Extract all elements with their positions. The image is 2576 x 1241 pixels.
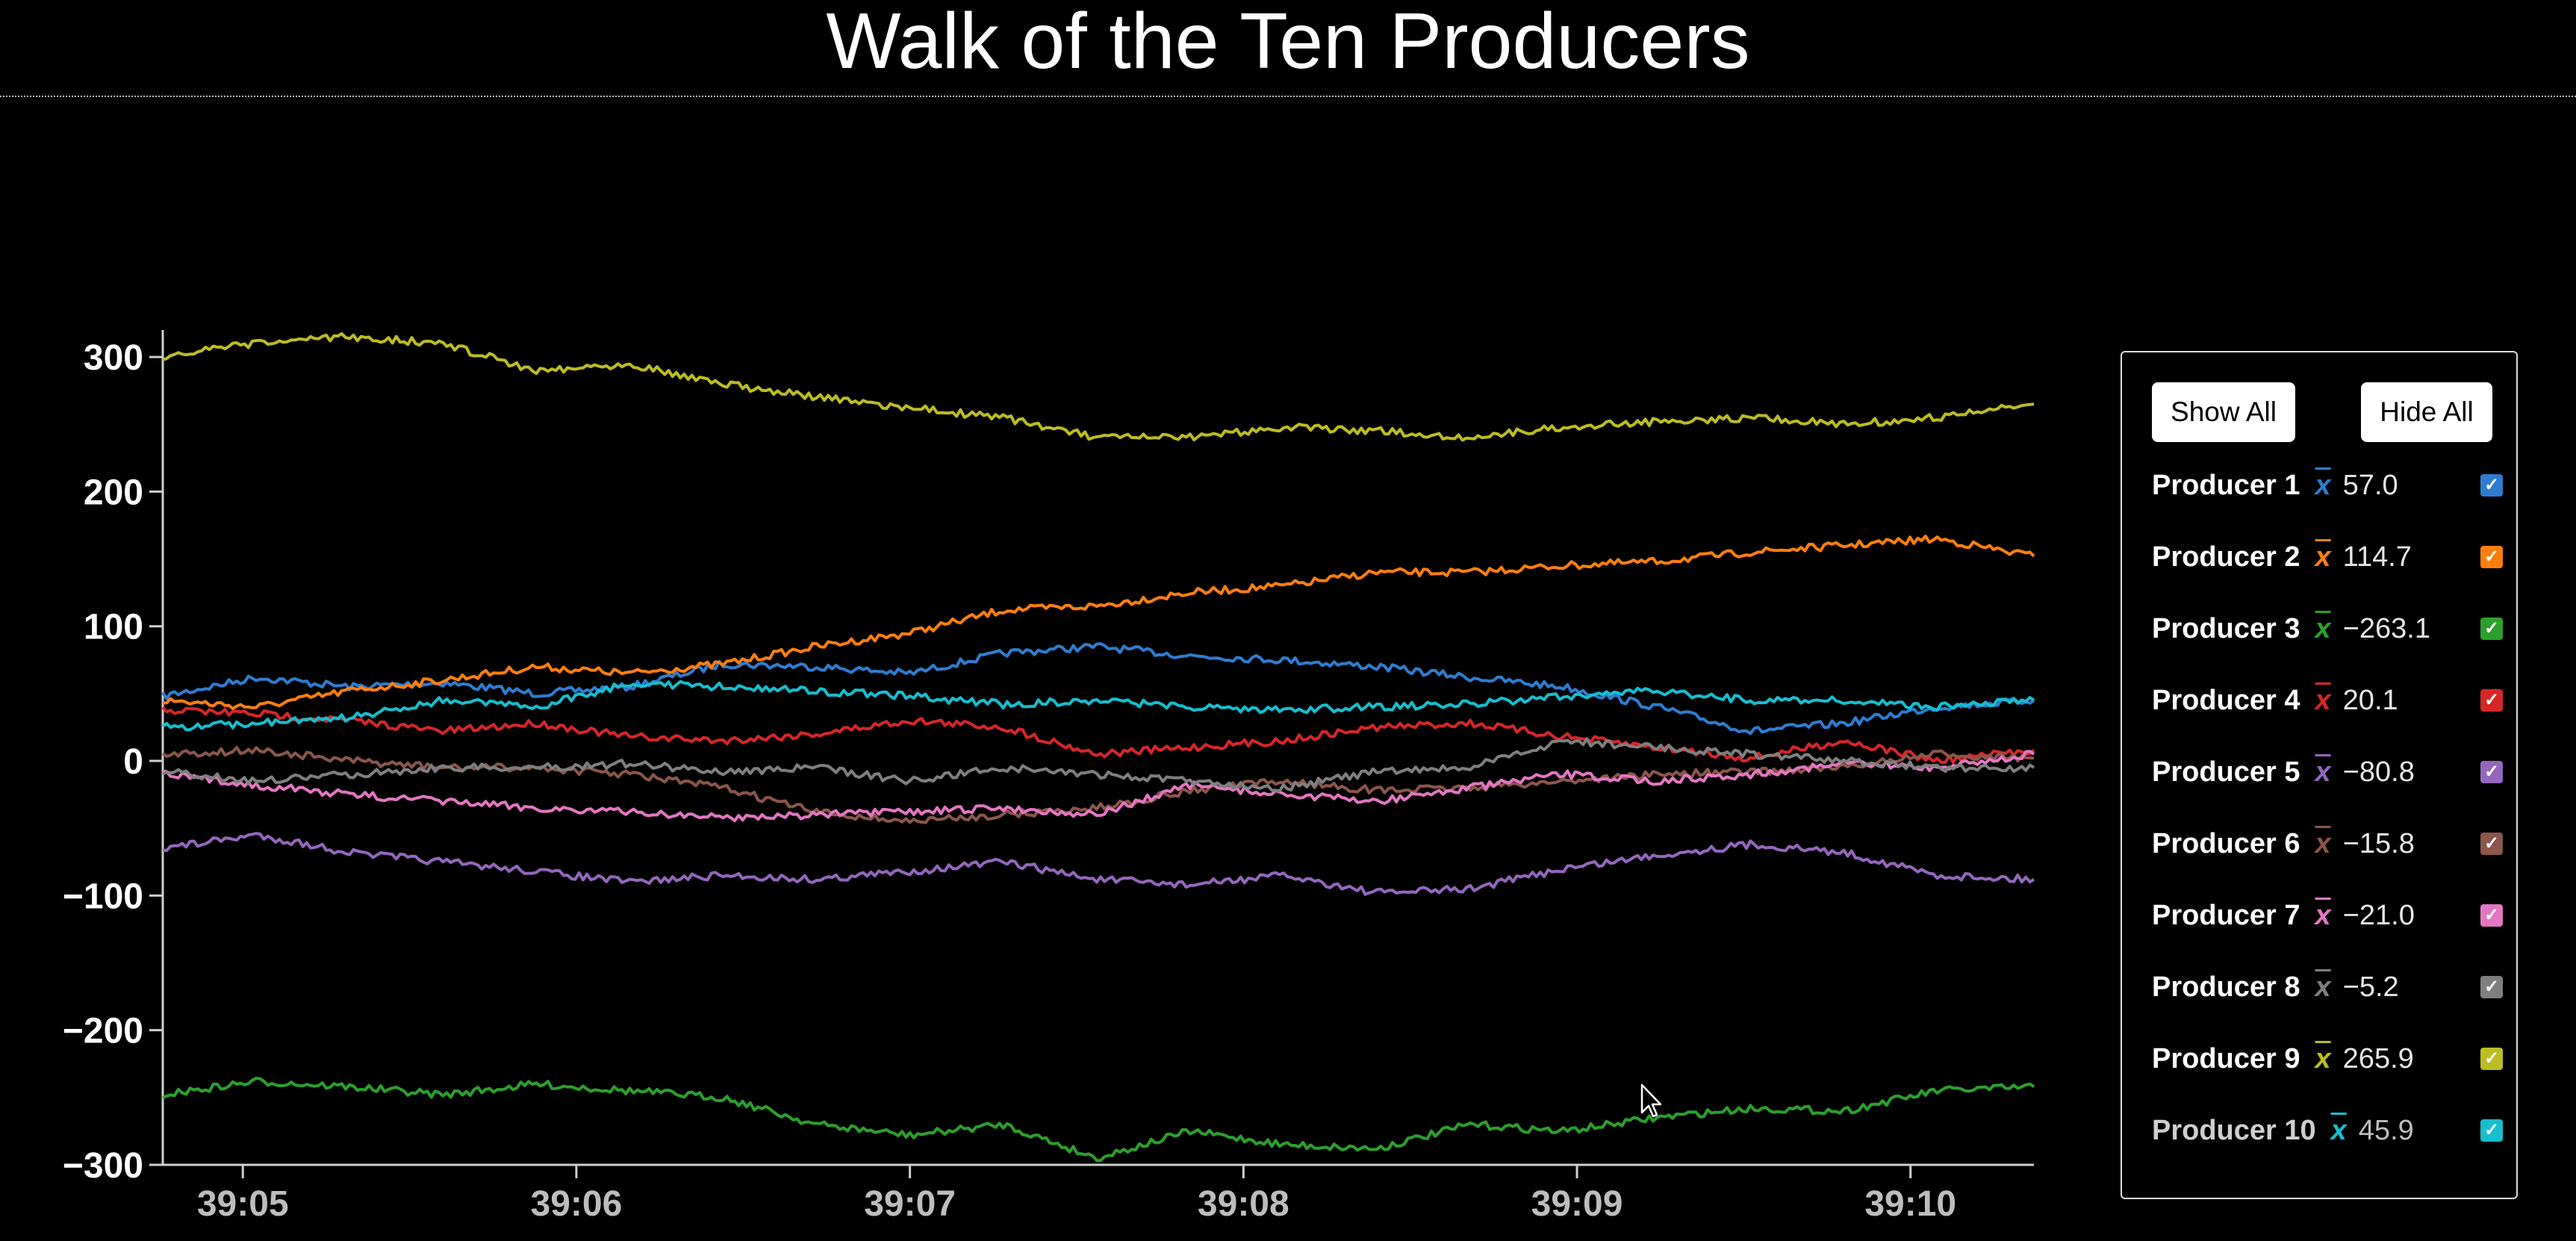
legend-item-mean: 114.7 [2342,541,2412,573]
mean-symbol-icon: x [2315,971,2331,1003]
mean-symbol-icon: x [2315,827,2331,859]
legend-item: Producer 10 x 45.9 ✓ [2152,1108,2503,1153]
legend-item-name: Producer 1 [2152,469,2300,501]
series-line-producer-9 [162,332,2035,442]
legend-item-name: Producer 7 [2152,899,2300,931]
x-tick-label: 39:09 [1531,1184,1623,1224]
x-tick-label: 39:10 [1864,1184,1956,1224]
legend-item-checkbox[interactable]: ✓ [2480,976,2503,998]
y-tick-label: 0 [123,742,143,782]
series-line-producer-4 [161,706,2035,765]
legend-item-checkbox[interactable]: ✓ [2480,761,2503,783]
mean-symbol-icon: x [2315,1042,2331,1074]
y-tick-label: −200 [63,1012,143,1051]
x-tick-label: 39:05 [197,1184,289,1224]
y-tick-label: 200 [84,473,143,512]
hide-all-button[interactable]: Hide All [2361,382,2492,442]
legend-item-mean: −15.8 [2342,827,2415,859]
legend-item: Producer 7 x −21.0 ✓ [2152,893,2503,938]
legend-item-name: Producer 2 [2152,541,2300,573]
mean-symbol-icon: x [2315,756,2331,788]
legend-item-mean: 57.0 [2342,469,2398,501]
legend-item-name: Producer 10 [2152,1114,2316,1146]
legend-item-checkbox[interactable]: ✓ [2480,1048,2503,1070]
series-line-producer-3 [162,1077,2035,1163]
y-tick-label: 100 [84,608,143,647]
legend-item-name: Producer 4 [2152,684,2300,716]
legend-item-checkbox[interactable]: ✓ [2480,689,2503,712]
y-tick-label: −300 [63,1146,143,1186]
legend-item-name: Producer 6 [2152,827,2300,859]
chart-series [161,332,2035,1163]
y-tick-label: −100 [63,877,143,916]
legend-item-mean: −21.0 [2342,899,2415,931]
legend-item: Producer 3 x −263.1 ✓ [2152,606,2503,651]
legend-item: Producer 2 x 114.7 ✓ [2152,535,2503,579]
y-tick-label: 300 [84,338,143,378]
legend-item: Producer 4 x 20.1 ✓ [2152,678,2503,723]
legend-item-checkbox[interactable]: ✓ [2480,546,2503,568]
legend-item-checkbox[interactable]: ✓ [2480,833,2503,855]
x-tick-label: 39:08 [1198,1184,1289,1224]
mean-symbol-icon: x [2330,1114,2347,1146]
legend-item: Producer 5 x −80.8 ✓ [2152,750,2503,794]
legend-panel: Show All Hide All Producer 1 x 57.0 ✓ Produc… [2121,351,2518,1199]
legend-item: Producer 8 x −5.2 ✓ [2152,965,2503,1010]
legend-item-name: Producer 8 [2152,971,2300,1003]
legend-item-checkbox[interactable]: ✓ [2480,474,2503,497]
legend-item-mean: −80.8 [2342,756,2415,788]
legend-item-name: Producer 9 [2152,1042,2300,1074]
legend-item-mean: 265.9 [2342,1042,2414,1074]
legend-item: Producer 1 x 57.0 ✓ [2152,463,2503,508]
series-line-producer-2 [162,535,2035,710]
mean-symbol-icon: x [2315,612,2331,644]
mean-symbol-icon: x [2315,541,2331,573]
mean-symbol-icon: x [2315,469,2331,501]
series-line-producer-5 [162,832,2035,896]
chart-axes: 300 200 100 0 −100 −200 −300 39:05 39:06 39:07 39:… [63,330,2034,1224]
series-line-producer-1 [161,642,2035,735]
x-tick-label: 39:06 [531,1184,623,1224]
legend-item-mean: −263.1 [2342,612,2430,644]
legend-item-mean: 45.9 [2358,1114,2414,1146]
legend-item-checkbox[interactable]: ✓ [2480,904,2503,927]
legend-item-mean: 20.1 [2342,684,2398,716]
series-line-producer-10 [161,679,2035,732]
legend-item-name: Producer 5 [2152,756,2300,788]
legend-item-name: Producer 3 [2152,612,2300,644]
legend-item-checkbox[interactable]: ✓ [2480,618,2503,640]
legend-item: Producer 6 x −15.8 ✓ [2152,821,2503,866]
legend-item: Producer 9 x 265.9 ✓ [2152,1036,2503,1081]
mean-symbol-icon: x [2315,684,2331,716]
show-all-button[interactable]: Show All [2152,382,2295,442]
legend-item-checkbox[interactable]: ✓ [2480,1119,2503,1142]
mean-symbol-icon: x [2315,899,2331,931]
mouse-cursor-icon [1640,1083,1662,1118]
series-line-producer-7 [162,750,2035,823]
page-title: Walk of the Ten Producers [0,0,2576,97]
series-line-producer-8 [161,737,2035,793]
x-tick-label: 39:07 [864,1184,956,1224]
legend-item-mean: −5.2 [2342,971,2399,1003]
